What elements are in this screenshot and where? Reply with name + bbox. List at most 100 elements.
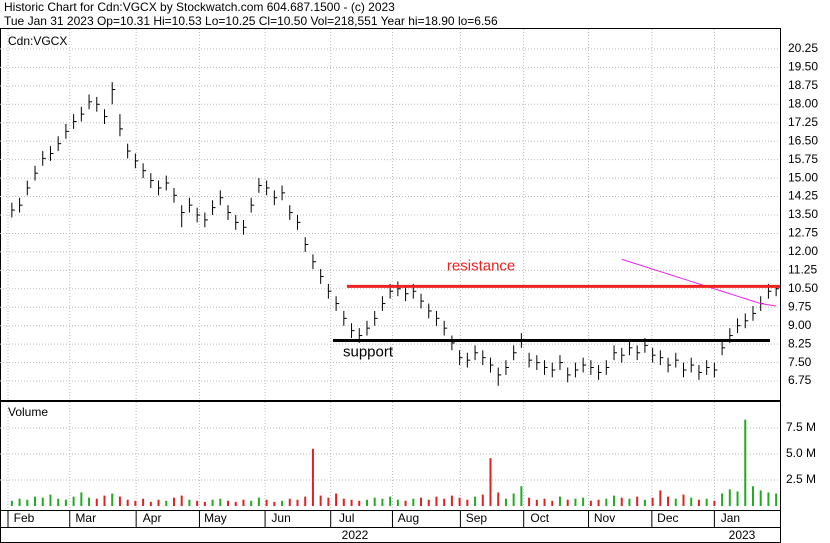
volume-bar	[365, 499, 368, 506]
volume-bar	[497, 492, 500, 506]
volume-tick-label: 2.5 M	[786, 472, 816, 486]
volume-bar	[450, 495, 453, 506]
volume-bar	[690, 497, 693, 506]
volume-bar	[520, 486, 523, 506]
volume-tick-label: 7.5 M	[786, 420, 816, 434]
volume-bar	[126, 499, 129, 506]
volume-bar	[227, 500, 230, 506]
x-tick-label: Oct	[530, 511, 549, 525]
volume-bar	[597, 499, 600, 506]
volume-bar	[319, 495, 322, 506]
x-tick-label: Sep	[466, 511, 488, 525]
volume-bar	[551, 500, 554, 506]
x-tick-label: Feb	[14, 511, 35, 525]
y-tick-label: 16.50	[788, 133, 818, 147]
x-tick-label: May	[204, 511, 227, 525]
volume-bar	[566, 499, 569, 506]
volume-bar	[41, 497, 44, 506]
volume-bar	[682, 494, 685, 506]
volume-bar	[95, 498, 98, 506]
volume-bar	[636, 496, 639, 506]
volume-bar	[103, 495, 106, 506]
volume-bar	[242, 499, 245, 506]
y-tick-label: 9.00	[788, 318, 812, 332]
volume-bar	[589, 500, 592, 506]
volume-bar	[667, 496, 670, 506]
volume-bar	[165, 500, 168, 506]
volume-bar	[427, 499, 430, 506]
volume-bar	[72, 496, 75, 506]
volume-bar	[335, 493, 338, 506]
volume-bar	[574, 498, 577, 506]
volume-bar	[628, 498, 631, 506]
volume-bar	[713, 500, 716, 506]
volume-bar	[80, 492, 83, 506]
volume-bar	[149, 501, 152, 506]
volume-bar	[288, 498, 291, 506]
level-label: resistance	[447, 257, 515, 274]
volume-bar	[404, 500, 407, 506]
volume-bar	[412, 498, 415, 506]
volume-bar	[466, 499, 469, 506]
volume-bar	[613, 495, 616, 506]
x-tick-label: Nov	[594, 511, 615, 525]
volume-bar	[474, 496, 477, 506]
volume-bar	[736, 491, 739, 506]
volume-bar	[134, 500, 137, 506]
y-tick-label: 8.25	[788, 336, 812, 350]
volume-bar	[118, 496, 121, 506]
x-tick-label: Aug	[398, 511, 419, 525]
volume-bar	[311, 448, 314, 506]
volume-bar	[620, 497, 623, 506]
year-label: 2023	[729, 528, 756, 542]
volume-bar	[420, 497, 423, 506]
volume-bar	[528, 497, 531, 506]
volume-bar	[10, 500, 13, 506]
y-tick-label: 13.50	[788, 207, 818, 221]
volume-bar	[458, 497, 461, 506]
volume-bar	[211, 499, 214, 506]
volume-bar	[512, 493, 515, 506]
y-tick-label: 9.75	[788, 299, 812, 313]
volume-bar	[767, 492, 770, 506]
volume-bar	[435, 496, 438, 506]
volume-bar	[605, 498, 608, 506]
volume-bar	[643, 499, 646, 506]
volume-bar	[234, 501, 237, 506]
volume-bar	[142, 498, 145, 506]
y-tick-label: 15.75	[788, 152, 818, 166]
volume-bar	[296, 499, 299, 506]
volume-bar	[582, 497, 585, 506]
volume-bar	[535, 499, 538, 506]
volume-bar	[543, 498, 546, 506]
volume-bar	[34, 496, 37, 506]
volume-bar	[558, 496, 561, 506]
volume-bar	[250, 500, 253, 506]
volume-bar	[203, 501, 206, 506]
volume-bar	[728, 489, 731, 506]
chart-title: Historic Chart for Cdn:VGCX by Stockwatc…	[4, 0, 395, 14]
x-tick-label: Apr	[143, 511, 162, 525]
y-tick-label: 14.25	[788, 189, 818, 203]
y-tick-label: 17.25	[788, 115, 818, 129]
volume-bar	[265, 499, 268, 506]
y-tick-label: 18.00	[788, 96, 818, 110]
volume-bar	[172, 497, 175, 506]
volume-bar	[489, 458, 492, 506]
volume-bar	[196, 500, 199, 506]
volume-bar	[759, 490, 762, 506]
volume-bar	[775, 493, 778, 506]
volume-bar	[273, 501, 276, 506]
volume-bar	[188, 499, 191, 506]
x-tick-label: Jan	[721, 511, 740, 525]
volume-bar	[674, 498, 677, 506]
volume-label: Volume	[8, 405, 48, 419]
y-tick-label: 20.25	[788, 41, 818, 55]
volume-bar	[697, 499, 700, 506]
volume-bar	[304, 496, 307, 506]
chart-subtitle: Tue Jan 31 2023 Op=10.31 Hi=10.53 Lo=10.…	[4, 14, 498, 28]
y-tick-label: 11.25	[788, 263, 817, 277]
y-tick-label: 19.50	[788, 60, 818, 74]
y-tick-label: 10.50	[788, 281, 818, 295]
